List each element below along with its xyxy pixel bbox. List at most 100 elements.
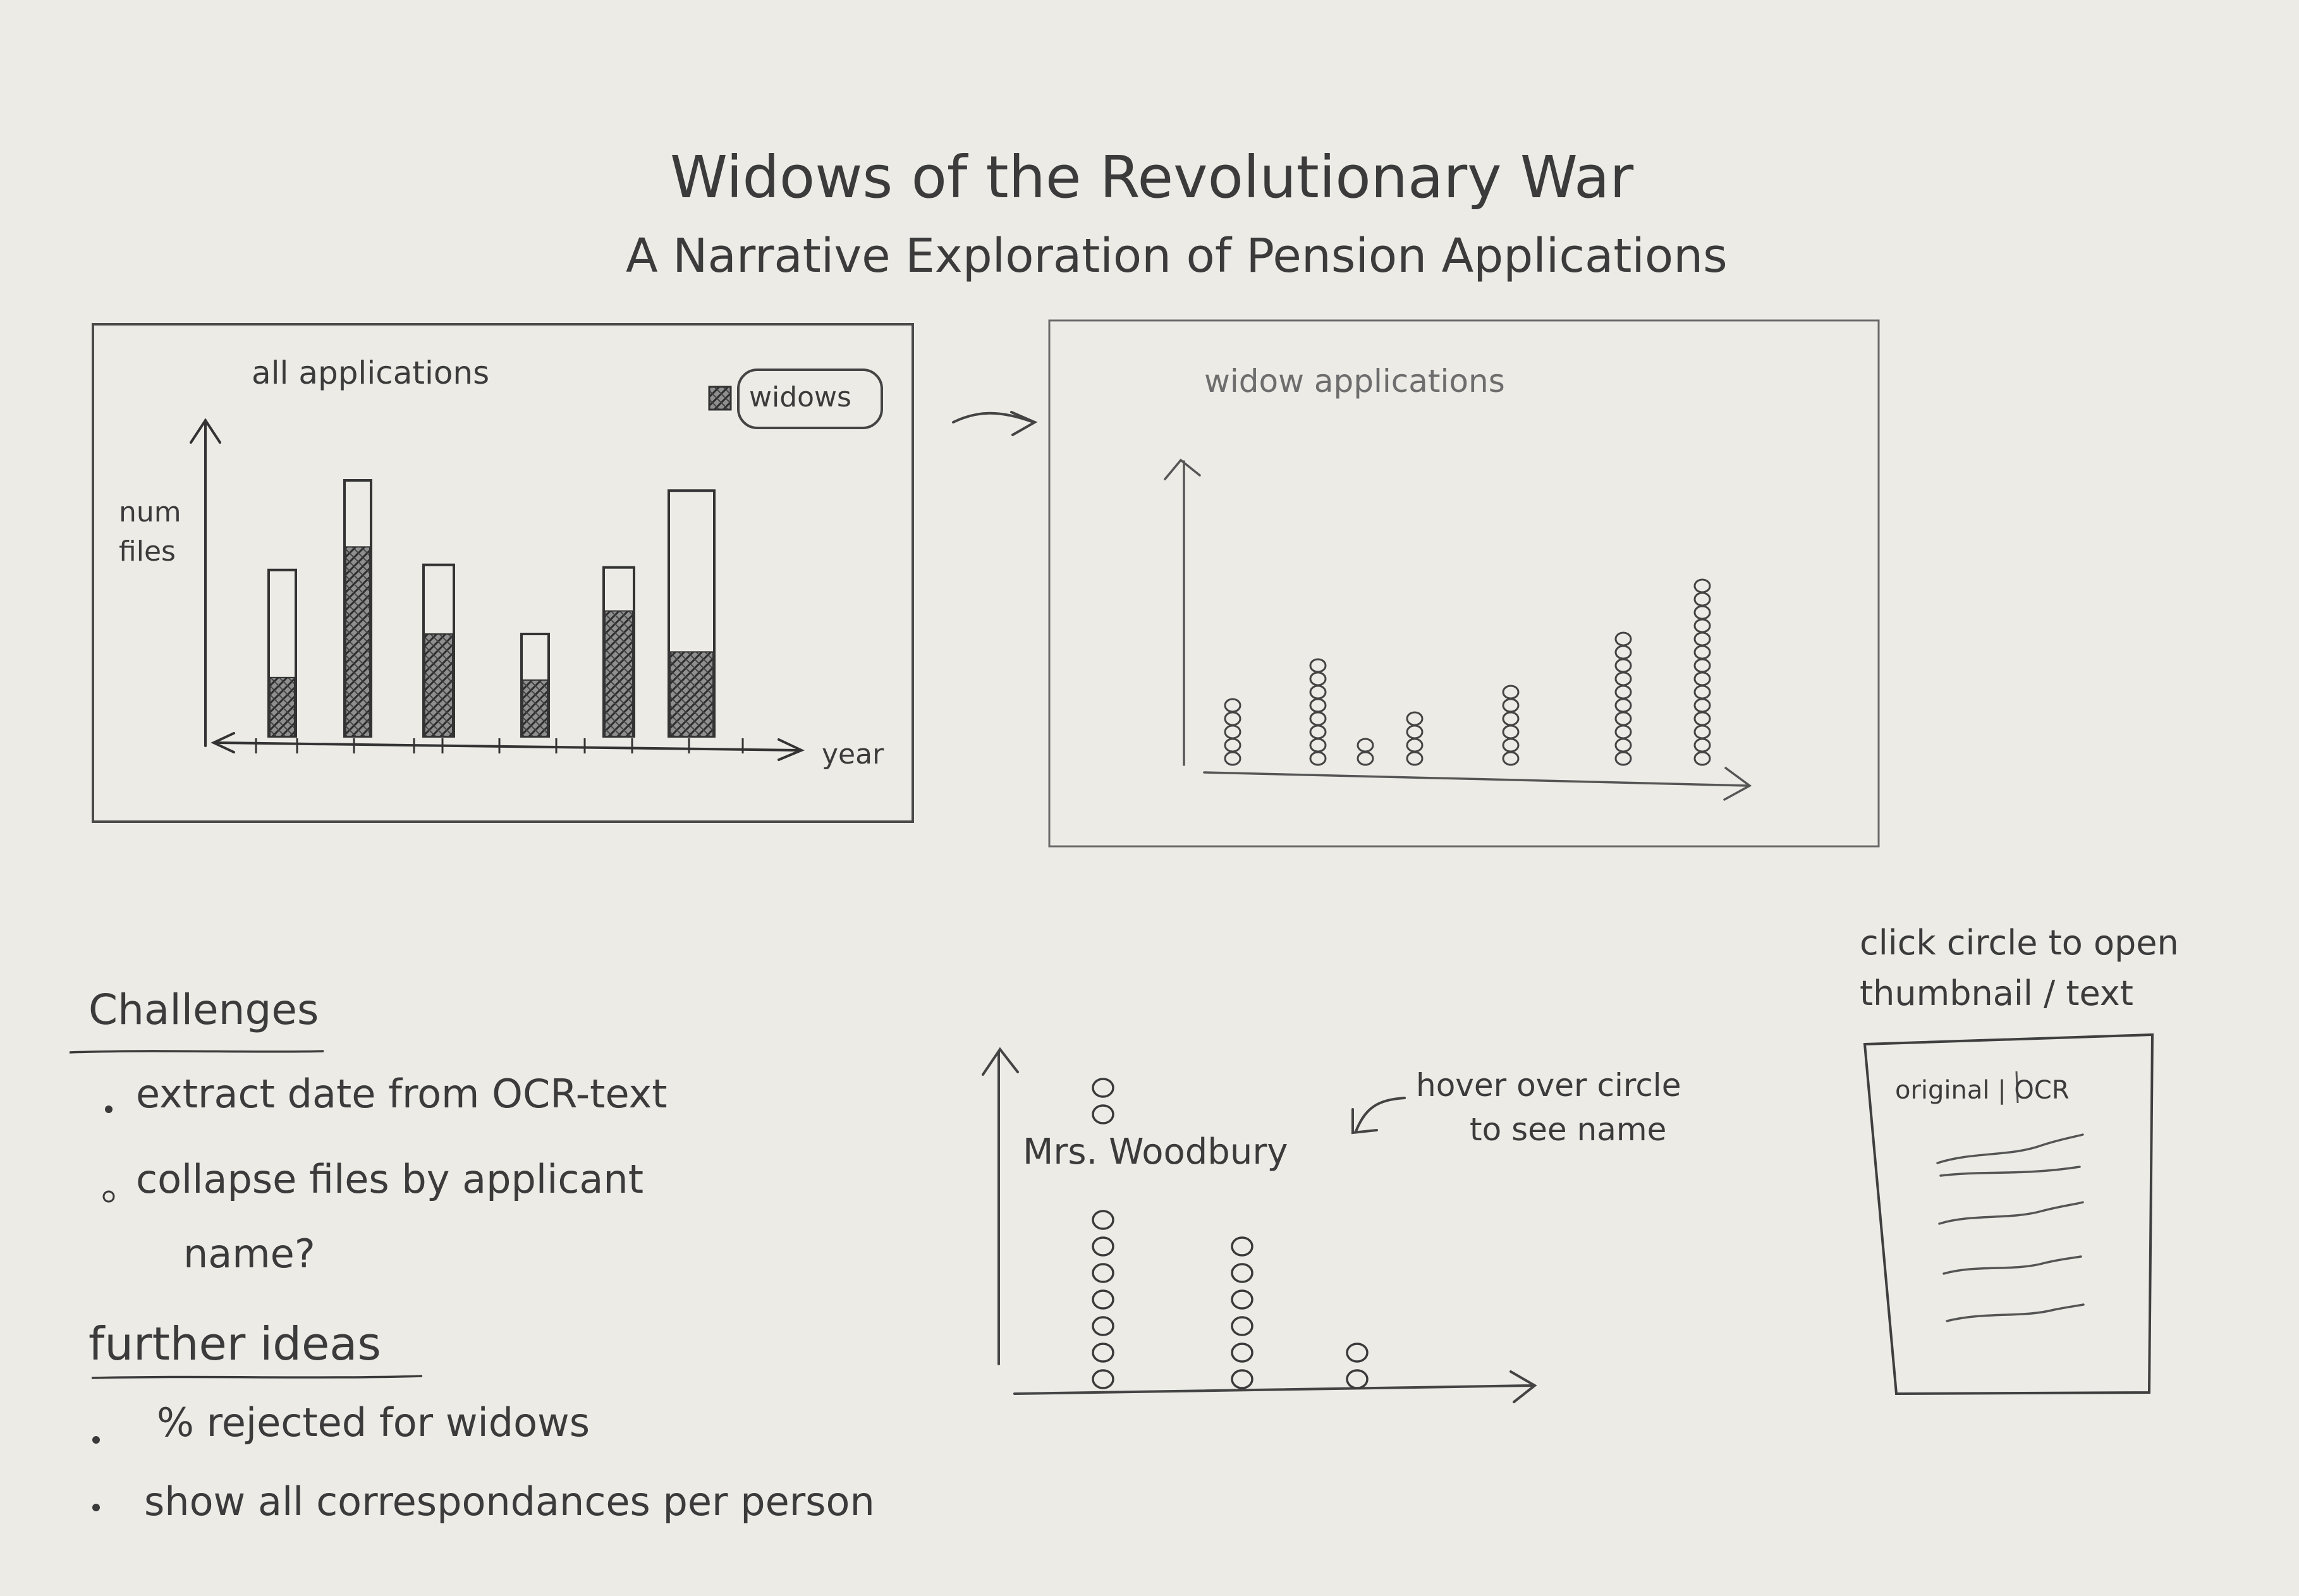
zoomed-application-circles[interactable] [1092,1078,1369,1389]
bullet [105,1106,113,1113]
application-circle[interactable] [1231,1369,1253,1389]
application-circle[interactable] [1502,698,1520,713]
application-circle[interactable] [1224,724,1241,740]
challenges-underline [69,1050,324,1054]
application-circle[interactable] [1502,711,1520,726]
challenge-item-3: name? [183,1231,315,1277]
widows-legend-swatch [708,386,732,411]
further-idea-item-1: % rejected for widows [157,1399,590,1446]
application-circle[interactable] [1357,738,1374,753]
application-circle[interactable] [1614,671,1632,686]
application-circle[interactable] [1092,1263,1114,1283]
application-circle[interactable] [1614,685,1632,700]
application-circle[interactable] [1224,698,1241,713]
click-note-line1: click circle to open [1860,923,2179,963]
x-axis-label: year [822,738,884,771]
application-circle[interactable] [1693,592,1711,607]
application-circle[interactable] [1693,751,1711,766]
application-circle[interactable] [1693,645,1711,660]
application-circle[interactable] [1309,671,1327,686]
application-circle[interactable] [1231,1263,1253,1283]
application-circle[interactable] [1346,1343,1369,1363]
further-ideas-underline [91,1375,423,1379]
widow-applications-bar [345,546,370,737]
application-circle[interactable] [1693,671,1711,686]
application-circle[interactable] [1693,685,1711,700]
widow-applications-bar [604,610,633,737]
application-circle[interactable] [1231,1316,1253,1336]
application-circle[interactable] [1231,1289,1253,1310]
application-circle[interactable] [1693,658,1711,673]
all-applications-title: all applications [252,355,490,391]
challenge-item-2: collapse files by applicant [136,1156,644,1202]
zoomed-dot-chart-axes [982,1047,1537,1403]
widow-application-circles[interactable] [1224,578,1711,766]
thumbnail-text-lines [1936,1133,2085,1322]
application-circle[interactable] [1092,1210,1114,1230]
application-circle[interactable] [1693,738,1711,753]
thumbnail-divider [2015,1071,2019,1104]
application-circle[interactable] [1406,738,1424,753]
application-circle[interactable] [1693,618,1711,633]
application-circle[interactable] [1614,711,1632,726]
application-circle[interactable] [1309,711,1327,726]
note-bullets [92,1106,115,1511]
widow-applications-title: widow applications [1204,363,1505,399]
page-title: Widows of the Revolutionary War [670,143,1634,211]
all-applications-panel-frame [92,323,914,823]
application-circle[interactable] [1092,1236,1114,1257]
challenges-heading: Challenges [88,985,319,1034]
application-circle[interactable] [1309,751,1327,766]
application-circle[interactable] [1092,1369,1114,1389]
application-circle[interactable] [1406,711,1424,726]
application-circle[interactable] [1693,698,1711,713]
application-circle[interactable] [1357,751,1374,766]
application-circle[interactable] [1502,724,1520,740]
application-circle[interactable] [1693,631,1711,647]
thumbnail-frame [1863,1033,2154,1396]
application-circle[interactable] [1224,711,1241,726]
click-note-line2: thumbnail / text [1860,973,2133,1013]
thumbnail-label: original | OCR [1895,1076,2070,1105]
application-circle[interactable] [1614,698,1632,713]
application-circle[interactable] [1092,1104,1114,1124]
application-circle[interactable] [1309,738,1327,753]
application-circle[interactable] [1092,1078,1114,1098]
hover-note-line2: to see name [1470,1111,1667,1148]
bar-chart-axes [190,418,805,761]
application-circle[interactable] [1224,738,1241,753]
application-circle[interactable] [1346,1369,1369,1389]
application-circle[interactable] [1092,1289,1114,1310]
page-subtitle: A Narrative Exploration of Pension Appli… [626,229,1728,283]
application-circle[interactable] [1309,658,1327,673]
bullet [92,1436,100,1444]
application-circle[interactable] [1406,724,1424,740]
challenge-item-1: extract date from OCR-text [136,1071,668,1117]
application-circle[interactable] [1614,738,1632,753]
application-circle[interactable] [1693,578,1711,594]
application-circle[interactable] [1614,631,1632,647]
application-circle[interactable] [1614,751,1632,766]
application-circle[interactable] [1231,1343,1253,1363]
widow-applications-bar [522,679,548,738]
application-circle[interactable] [1502,685,1520,700]
application-circle[interactable] [1502,751,1520,766]
application-circle[interactable] [1614,724,1632,740]
application-circle[interactable] [1092,1343,1114,1363]
application-circle[interactable] [1614,645,1632,660]
application-circle[interactable] [1309,724,1327,740]
application-circle[interactable] [1693,711,1711,726]
application-circle[interactable] [1309,685,1327,700]
widow-applications-bar [269,676,295,737]
application-circle[interactable] [1502,738,1520,753]
application-circle[interactable] [1614,658,1632,673]
application-circle[interactable] [1309,698,1327,713]
application-circle[interactable] [1693,724,1711,740]
application-circle[interactable] [1092,1316,1114,1336]
application-circle[interactable] [1224,751,1241,766]
bullet [92,1504,100,1511]
application-circle[interactable] [1693,605,1711,620]
application-circle[interactable] [1231,1236,1253,1257]
application-circle[interactable] [1406,751,1424,766]
